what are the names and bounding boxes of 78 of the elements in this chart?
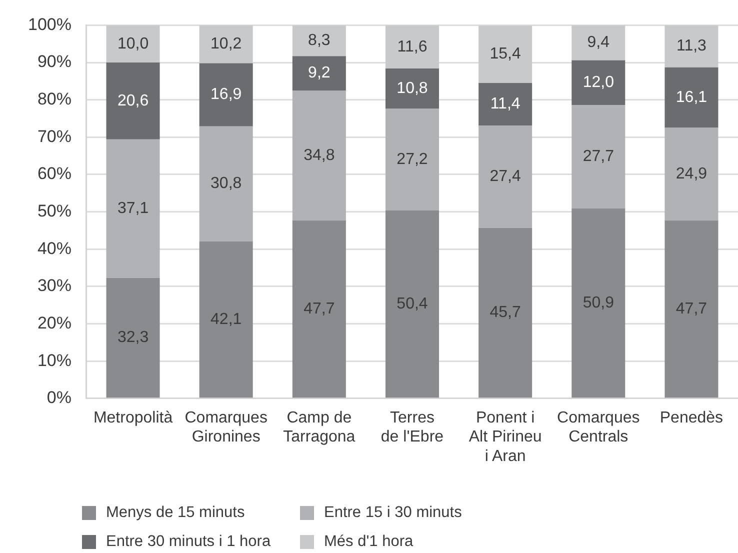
x-tick-label: Terres de l'Ebre xyxy=(380,409,444,446)
bar xyxy=(478,228,532,398)
x-tick-label: Camp de Tarragona xyxy=(283,409,356,446)
y-tick-label: 10% xyxy=(37,350,72,370)
bar xyxy=(664,67,718,128)
bar xyxy=(385,25,439,68)
data-label: 27,7 xyxy=(582,148,614,166)
bar xyxy=(106,278,160,398)
data-label: 50,4 xyxy=(396,295,428,312)
data-label: 47,7 xyxy=(304,300,335,318)
data-label: 47,7 xyxy=(676,300,708,318)
bar xyxy=(292,25,346,56)
data-label: 16,1 xyxy=(676,88,708,106)
x-tick-label: Penedès xyxy=(660,409,724,426)
y-tick-label: 20% xyxy=(37,313,72,332)
bar xyxy=(292,90,346,220)
data-label: 32,3 xyxy=(117,329,149,346)
legend-label: Menys de 15 minuts xyxy=(106,504,245,522)
data-label: 12,0 xyxy=(582,74,614,92)
x-tick-label: Comarques Gironines xyxy=(184,409,268,446)
data-label: 24,9 xyxy=(676,165,708,182)
y-tick-label: 80% xyxy=(37,90,72,109)
data-label: 50,9 xyxy=(582,294,614,312)
x-tick-label: Comarques Centrals xyxy=(557,409,640,446)
y-tick-label: 90% xyxy=(37,52,72,72)
data-label: 42,1 xyxy=(210,310,242,328)
legend-label: Entre 15 i 30 minuts xyxy=(324,504,462,522)
data-label: 9,2 xyxy=(308,64,330,82)
data-label: 30,8 xyxy=(210,175,242,192)
bar xyxy=(478,26,532,84)
x-tick-label: Ponent i Alt Pirineu i Aran xyxy=(468,409,542,465)
data-label: 45,7 xyxy=(490,304,521,322)
data-label: 9,4 xyxy=(587,34,610,52)
y-tick-label: 100% xyxy=(28,14,72,34)
bar xyxy=(199,241,253,398)
legend-label: Entre 30 minuts i 1 hora xyxy=(106,532,271,550)
bar xyxy=(572,208,626,398)
bar xyxy=(106,25,160,63)
data-label: 11,4 xyxy=(490,96,520,113)
bar xyxy=(572,25,626,60)
legend-label: Més d'1 hora xyxy=(324,532,414,550)
data-label: 34,8 xyxy=(304,146,335,164)
x-tick-label: Metropolità xyxy=(93,409,173,426)
data-label: 27,2 xyxy=(396,150,428,168)
data-label: 10,2 xyxy=(210,36,242,53)
bar xyxy=(199,63,253,126)
bar xyxy=(664,220,718,398)
y-tick-label: 60% xyxy=(37,164,72,184)
data-label: 10,0 xyxy=(117,35,149,52)
y-tick-label: 40% xyxy=(37,238,72,258)
data-label: 10,8 xyxy=(396,80,428,98)
y-tick-label: 70% xyxy=(37,126,72,146)
bar xyxy=(478,83,532,126)
bar xyxy=(385,210,439,398)
data-label: 16,9 xyxy=(210,86,242,104)
data-label: 37,1 xyxy=(117,200,149,218)
bar xyxy=(292,220,346,398)
bar xyxy=(572,60,626,106)
data-label: 27,4 xyxy=(490,168,521,186)
bar xyxy=(385,68,439,109)
bar xyxy=(572,105,626,208)
bar xyxy=(292,56,346,91)
bar xyxy=(664,25,718,68)
data-label: 8,3 xyxy=(308,32,330,50)
y-tick-label: 30% xyxy=(37,276,72,296)
data-label: 11,3 xyxy=(676,38,707,55)
bar xyxy=(199,126,253,242)
bar xyxy=(385,108,439,210)
bar xyxy=(664,127,718,220)
bar xyxy=(199,25,253,64)
bar xyxy=(106,139,160,278)
y-tick-label: 0% xyxy=(46,388,72,408)
data-label: 15,4 xyxy=(490,46,521,63)
y-tick-label: 50% xyxy=(37,201,72,220)
data-label: 11,6 xyxy=(397,38,428,56)
bar xyxy=(478,126,532,228)
data-label: 20,6 xyxy=(117,92,149,110)
bar xyxy=(106,62,160,140)
